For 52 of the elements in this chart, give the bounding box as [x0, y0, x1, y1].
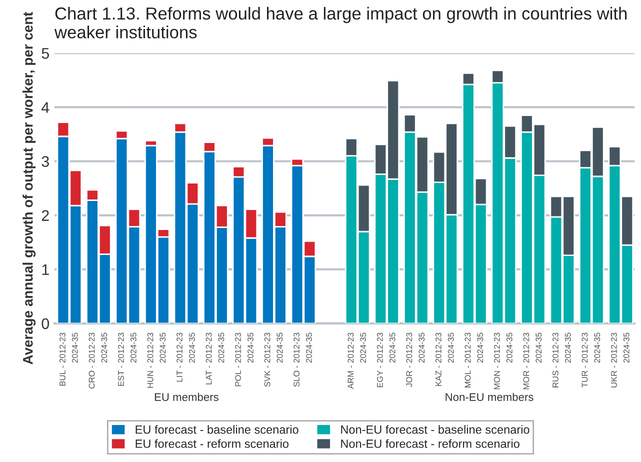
x-tick-label: MOR - 2012-23 — [523, 332, 530, 390]
x-tick-label: MON - 2012-23 — [494, 332, 500, 390]
x-tick-label: 2024-35 — [130, 332, 136, 363]
x-tick-label: POL - 2012-23 — [235, 332, 241, 386]
x-tick-label: 2024-35 — [418, 332, 425, 363]
y-tick-label: 0 — [42, 318, 50, 330]
x-tick-label: 2024-35 — [276, 332, 283, 363]
x-tick-label: 2024-35 — [218, 332, 224, 363]
x-tick-label: 2024-35 — [564, 332, 571, 363]
y-tick-label: 4 — [41, 102, 50, 113]
x-tick-label: KAZ - 2012-23 — [435, 332, 442, 386]
x-tick-label: TUR - 2012-23 — [582, 332, 588, 388]
x-tick-label: 2024-35 — [248, 332, 254, 363]
x-tick-label: 2024-35 — [306, 332, 312, 363]
x-tick-label: JOR - 2012-23 — [406, 332, 412, 387]
x-tick-label: 2024-35 — [594, 332, 600, 363]
x-tick-label: 2024-35 — [360, 332, 366, 363]
y-tick-label: 3 — [42, 156, 49, 167]
x-tick-label: 2024-35 — [389, 332, 396, 363]
x-tick-label: EGY - 2012-23 — [376, 332, 383, 388]
y-axis-title: Average annual growth of output per worker, per cent — [22, 12, 36, 364]
legend-label: Non-EU forecast - reform scenario — [341, 439, 520, 448]
x-tick-label: BUL - 2012-23 — [60, 332, 66, 386]
text: Non-EU members — [446, 392, 534, 402]
x-tick-label: EST - 2012-23 — [118, 332, 124, 386]
x-tick-label: RUS - 2012-23 — [552, 332, 558, 388]
x-tick-label: 2024-35 — [623, 332, 630, 363]
x-tick-label: 2024-35 — [101, 332, 108, 363]
y-tick-label: 2 — [42, 210, 49, 221]
x-tick-label: UKR - 2012-23 — [611, 332, 617, 388]
x-tick-label: 2024-35 — [448, 332, 454, 363]
x-tick-label: CRO - 2012-23 — [88, 332, 95, 389]
x-tick-label: HUN - 2012-23 — [147, 332, 154, 388]
x-tick-label: 2024-35 — [72, 332, 78, 363]
y-tick-label: 1 — [42, 264, 49, 275]
legend-label: Non-EU forecast - baseline scenario — [341, 425, 530, 434]
x-tick-label: SLO - 2012-23 — [294, 332, 300, 387]
x-tick-label: 2024-35 — [536, 332, 542, 363]
chart-title: Chart 1.13. Reforms would have a large impact on growth in countries with weaker institutions — [54, 6, 627, 38]
x-tick-label: LAT - 2012-23 — [206, 332, 212, 384]
legend-label: EU forecast - baseline scenario — [136, 425, 298, 434]
x-tick-label: 2024-35 — [506, 332, 512, 363]
x-tick-label: 2024-35 — [189, 332, 195, 363]
text: EU members — [154, 392, 218, 402]
x-tick-label: 2024-35 — [160, 332, 166, 363]
y-tick-label: 5 — [42, 48, 49, 59]
legend-label: EU forecast - reform scenario — [136, 439, 288, 448]
x-tick-label: ARM - 2012-23 — [348, 332, 354, 389]
x-tick-label: LIT - 2012-23 — [176, 332, 182, 382]
x-tick-label: SVK - 2012-23 — [264, 332, 270, 387]
x-tick-label: 2024-35 — [477, 332, 484, 363]
x-tick-label: MOL - 2012-23 — [464, 332, 471, 388]
